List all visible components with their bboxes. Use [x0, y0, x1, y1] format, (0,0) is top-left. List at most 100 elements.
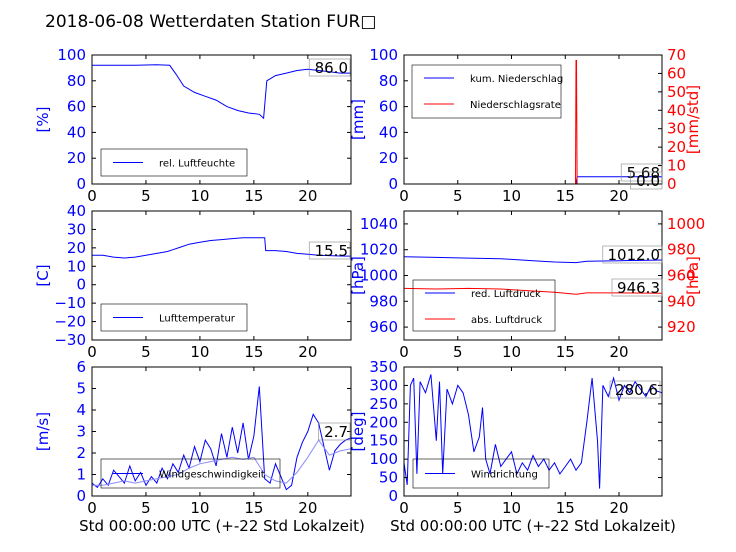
series-line-2 — [404, 287, 662, 295]
x-tick-label: 5 — [453, 343, 463, 361]
y-tick-label: 100 — [57, 46, 86, 64]
axes-frame — [403, 366, 663, 497]
y-tick-label: −30 — [54, 331, 86, 349]
x-tick-label: 20 — [609, 343, 628, 361]
panel-4: 0 5 10 15 20 960 980 1000 1020 1040 920 940 960 980 10… — [349, 210, 705, 361]
x-tick-label: 5 — [453, 187, 463, 205]
y-tick-label: 300 — [369, 376, 398, 394]
x-tick-label: 0 — [87, 343, 97, 361]
x-tick-label: 15 — [244, 187, 263, 205]
legend-box — [411, 64, 562, 119]
y-tick-label: 1040 — [360, 215, 398, 233]
current-value-box-2 — [611, 278, 663, 297]
y-tick-label: 80 — [379, 72, 398, 90]
x-tick-label: 5 — [141, 343, 151, 361]
legend-box — [100, 148, 248, 177]
y-tick-label: 0 — [76, 276, 86, 294]
x-tick-label: 0 — [399, 343, 409, 361]
x-tick-label: 20 — [298, 187, 317, 205]
y-tick-label: 1020 — [360, 241, 398, 259]
series-line-1 — [404, 374, 662, 489]
legend-label: Niederschlagsrate — [470, 100, 561, 111]
panel-5: 0 5 10 15 200123456[m/s]Windgeschwindigkeit2… — [34, 358, 352, 517]
current-value-label: 5.68 — [627, 164, 660, 182]
y2-tick-label: 20 — [667, 138, 686, 156]
current-value-label: 15.5 — [315, 242, 348, 260]
y-axis-label: [m/s] — [34, 412, 52, 451]
y2-axis-label: [hPa] — [684, 256, 702, 295]
panel-3: 0 5 10 15 20−30−20−10010203040[C]Lufttempera… — [34, 202, 352, 361]
y-tick-label: 2 — [76, 444, 86, 462]
y-tick-label: 10 — [67, 257, 86, 275]
y-tick-label: 40 — [67, 202, 86, 220]
legend-box — [412, 458, 550, 489]
panel-6: 0 5 10 15 20050100150200250300350[deg]Windri… — [349, 358, 663, 517]
x-tick-label: 0 — [87, 187, 97, 205]
y-axis-label: [mm] — [349, 99, 367, 140]
legend-label: abs. Luftdruck — [471, 315, 542, 326]
y-tick-label: 980 — [369, 292, 398, 310]
x-tick-label: 15 — [244, 343, 263, 361]
y-tick-label: 80 — [67, 72, 86, 90]
x-tick-label: 10 — [502, 343, 521, 361]
y2-tick-label: 940 — [667, 292, 696, 310]
axes-frame — [91, 210, 352, 341]
y-tick-label: 100 — [369, 46, 398, 64]
y-axis-label: [%] — [34, 107, 52, 133]
y2-tick-label: 980 — [667, 241, 696, 259]
y-tick-label: −20 — [54, 313, 86, 331]
y2-tick-label: 50 — [667, 83, 686, 101]
x-tick-label: 0 — [399, 187, 409, 205]
current-value-label-2: 946.3 — [617, 279, 660, 297]
y-tick-label: 60 — [67, 98, 86, 116]
y-tick-label: 100 — [369, 450, 398, 468]
y-axis-label: [hPa] — [349, 256, 367, 295]
x-axis-label-left: Std 00:00:00 UTC (+-22 Std Lokalzeit) — [79, 517, 365, 535]
legend-box — [100, 458, 281, 489]
current-value-box-2 — [630, 171, 663, 190]
panel-2: 0 5 10 15 20020406080100010203040506070[mm][… — [349, 46, 702, 205]
y2-tick-label: 40 — [667, 101, 686, 119]
y2-tick-label: 10 — [667, 157, 686, 175]
y-tick-label: 20 — [379, 149, 398, 167]
series-line-2 — [404, 60, 662, 184]
y-tick-label: 200 — [369, 413, 398, 431]
axes-frame — [403, 54, 663, 185]
y-axis-label: [deg] — [349, 412, 367, 452]
x-tick-label: 10 — [502, 499, 521, 517]
legend-label: Windrichtung — [471, 470, 538, 481]
legend-label: Lufttemperatur — [159, 314, 236, 325]
figure-title: 2018-06-08 Wetterdaten Station FUR□ — [45, 12, 376, 32]
y-tick-label: 0 — [388, 487, 398, 505]
y-tick-label: 40 — [379, 123, 398, 141]
y2-tick-label: 70 — [667, 46, 686, 64]
y-tick-label: 150 — [369, 432, 398, 450]
y2-tick-label: 30 — [667, 120, 686, 138]
x-tick-label: 5 — [141, 499, 151, 517]
current-value-label: 280.6 — [615, 381, 658, 399]
x-tick-label: 10 — [190, 187, 209, 205]
series-line-2 — [92, 439, 351, 486]
series-line-1 — [92, 386, 351, 491]
y2-axis-label: [mm/std] — [684, 85, 702, 154]
x-tick-label: 0 — [399, 499, 409, 517]
series-line-1 — [404, 176, 662, 184]
x-tick-label: 5 — [141, 187, 151, 205]
x-tick-label: 10 — [190, 343, 209, 361]
y-tick-label: 4 — [76, 401, 86, 419]
legend-box — [100, 303, 248, 332]
x-tick-label: 20 — [298, 499, 317, 517]
axes-frame — [91, 54, 352, 185]
y-tick-label: 0 — [388, 175, 398, 193]
x-tick-label: 15 — [556, 187, 575, 205]
y-tick-label: 40 — [67, 123, 86, 141]
legend-box — [412, 279, 556, 332]
y-tick-label: 20 — [67, 239, 86, 257]
legend-label: Windgeschwindigkeit — [159, 470, 265, 481]
x-tick-label: 15 — [244, 499, 263, 517]
panel-1: 0 5 10 15 20 0 20 40 60 80 100 [%] rel. Luftfeuchte 8… — [34, 46, 352, 205]
current-value-label: 2.7 — [324, 423, 348, 441]
current-value-box — [308, 58, 351, 77]
